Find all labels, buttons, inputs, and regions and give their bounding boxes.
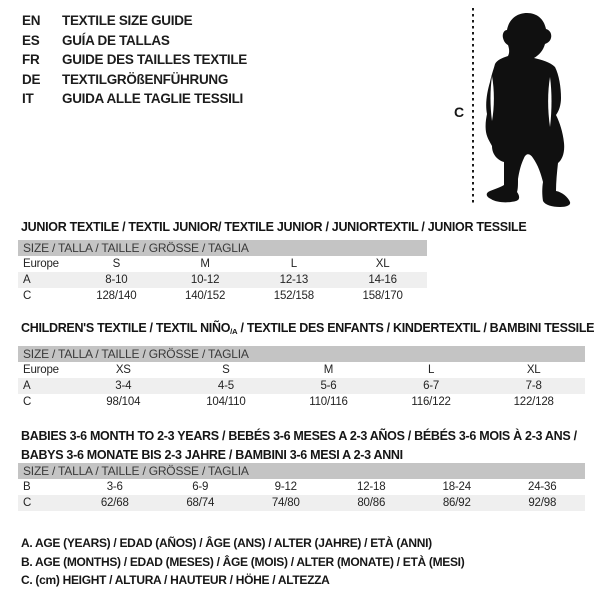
row-value: M [200, 258, 210, 270]
language-row: DE TEXTILGRÖßENFÜHRUNG [22, 70, 247, 90]
title-segment: BABIES 3-6 MONTH TO 2-3 YEARS / BEBÉS 3-… [21, 429, 577, 443]
size-header-bar: SIZE / TALLA / TAILLE / GRÖSSE / TAGLIA [18, 240, 427, 256]
row-label: A [23, 274, 31, 286]
row-value: M [323, 364, 334, 376]
junior-table-title: JUNIOR TEXTILE / TEXTIL JUNIOR/ TEXTILE … [21, 218, 527, 237]
row-value: 140/152 [185, 290, 226, 302]
language-guide-title: GUÍA DE TALLAS [62, 32, 170, 48]
language-row: IT GUIDA ALLE TAGLIE TESSILI [22, 89, 247, 109]
row-value: 3-4 [115, 380, 132, 392]
toddler-silhouette-icon [485, 13, 571, 207]
babies-table-title: BABIES 3-6 MONTH TO 2-3 YEARS / BEBÉS 3-… [21, 427, 577, 464]
table-title-line: JUNIOR TEXTILE / TEXTIL JUNIOR/ TEXTILE … [21, 218, 527, 237]
table-row: B 3-6 6-9 9-12 12-18 18-24 24-36 [18, 479, 585, 495]
row-value: 104/110 [206, 396, 246, 408]
row-label: C [23, 396, 32, 408]
row-value: 80/86 [357, 497, 386, 509]
legend-line: B. AGE (MONTHS) / EDAD (MESES) / ÂGE (MO… [21, 554, 465, 569]
language-code: EN [22, 13, 41, 28]
row-value: 86/92 [442, 497, 471, 509]
language-title-list: EN TEXTILE SIZE GUIDE ES GUÍA DE TALLAS FR GU… [22, 11, 247, 109]
row-value: S [112, 258, 121, 270]
language-guide-title: TEXTILGRÖßENFÜHRUNG [62, 71, 229, 87]
row-value: 9-12 [274, 481, 297, 493]
language-code: DE [22, 71, 41, 87]
row-value: 8-10 [105, 274, 128, 286]
row-value: 18-24 [442, 481, 472, 493]
title-segment: JUNIOR TEXTILE / TEXTIL JUNIOR/ TEXTILE … [21, 220, 527, 234]
row-value: 5-6 [320, 380, 337, 392]
language-guide-title: TEXTILE SIZE GUIDE [62, 13, 193, 28]
row-value: S [222, 364, 230, 376]
language-row: FR GUIDE DES TAILLES TEXTILE [22, 50, 247, 70]
size-header-bar: SIZE / TALLA / TAILLE / GRÖSSE / TAGLIA [18, 346, 585, 362]
table-title-line: BABIES 3-6 MONTH TO 2-3 YEARS / BEBÉS 3-… [21, 427, 577, 446]
row-value: L [427, 364, 435, 376]
row-value: 158/170 [362, 290, 403, 302]
toddler-height-figure: C [454, 8, 571, 207]
table-row: A 8-10 10-12 12-13 14-16 [18, 272, 427, 288]
language-guide-title: GUIDE DES TAILLES TEXTILE [62, 52, 248, 67]
table-title-line: CHILDREN'S TEXTILE / TEXTIL NIÑO/A / TEX… [21, 319, 595, 341]
height-label-c: C [454, 104, 464, 120]
row-value: 92/98 [528, 497, 557, 509]
table-title-line: BABYS 3-6 MONATE BIS 2-3 JAHRE / BAMBINI… [21, 446, 577, 465]
language-row: ES GUÍA DE TALLAS [22, 31, 247, 51]
table-row: C 98/104 104/110 110/116 116/122 122/128 [18, 394, 585, 410]
language-row: EN TEXTILE SIZE GUIDE [22, 11, 247, 31]
junior-size-table: SIZE / TALLA / TAILLE / GRÖSSE / TAGLIA E… [18, 240, 427, 304]
row-label: C [23, 290, 32, 302]
row-value: 12-13 [279, 274, 309, 286]
table-row: C 62/68 68/74 74/80 80/86 86/92 92/98 [18, 495, 585, 511]
row-value: 122/128 [513, 396, 554, 408]
row-value: 10-12 [190, 274, 220, 286]
title-segment: /A [230, 326, 238, 336]
row-value: 152/158 [273, 290, 314, 302]
legend-line: A. AGE (YEARS) / EDAD (AÑOS) / ÂGE (ANS)… [21, 536, 432, 550]
title-segment: CHILDREN'S TEXTILE / TEXTIL NIÑO [21, 321, 231, 335]
title-segment: BABYS 3-6 MONATE BIS 2-3 JAHRE / BAMBINI… [21, 447, 403, 462]
row-value: 6-9 [192, 481, 209, 493]
row-label: B [23, 481, 31, 493]
row-label: Europe [23, 364, 59, 376]
row-value: 68/74 [186, 497, 215, 509]
row-label: C [23, 497, 32, 509]
legend-line: C. (cm) HEIGHT / ALTURA / HAUTEUR / HÖHE… [21, 573, 330, 587]
row-value: 24-36 [528, 481, 557, 493]
row-value: 7-8 [525, 380, 542, 392]
children-table-title: CHILDREN'S TEXTILE / TEXTIL NIÑO/A / TEX… [21, 319, 595, 341]
row-value: 128/140 [96, 290, 137, 302]
measure-legend: A. AGE (YEARS) / EDAD (AÑOS) / ÂGE (ANS)… [21, 534, 465, 590]
row-label: Europe [23, 258, 59, 270]
table-row: Europe XS S M L XL [18, 362, 585, 378]
table-row: A 3-4 4-5 5-6 6-7 7-8 [18, 378, 585, 394]
children-size-table: SIZE / TALLA / TAILLE / GRÖSSE / TAGLIA E… [18, 346, 585, 410]
language-code: FR [22, 52, 40, 67]
row-label: A [23, 380, 31, 392]
table-row: Europe S M L XL [18, 256, 427, 272]
row-value: 6-7 [423, 380, 440, 392]
row-value: 116/122 [411, 396, 451, 408]
row-value: 62/68 [100, 497, 129, 509]
row-value: 14-16 [368, 274, 397, 286]
language-code: IT [22, 91, 34, 106]
row-value: XL [526, 364, 541, 376]
babies-size-table: SIZE / TALLA / TAILLE / GRÖSSE / TAGLIA B… [18, 463, 585, 511]
row-value: XS [115, 364, 131, 376]
title-segment: / TEXTILE DES ENFANTS / KINDERTEXTIL / B… [237, 321, 595, 335]
row-value: 110/116 [309, 396, 348, 408]
row-value: XL [375, 258, 390, 270]
row-value: 12-18 [357, 481, 386, 493]
language-guide-title: GUIDA ALLE TAGLIE TESSILI [62, 91, 243, 106]
table-row: C 128/140 140/152 152/158 158/170 [18, 288, 427, 304]
row-value: 3-6 [106, 481, 123, 493]
language-code: ES [22, 32, 40, 48]
row-value: L [290, 258, 297, 270]
row-value: 4-5 [217, 380, 234, 392]
row-value: 98/104 [106, 396, 141, 408]
row-value: 74/80 [271, 497, 300, 509]
size-header-bar: SIZE / TALLA / TAILLE / GRÖSSE / TAGLIA [18, 463, 585, 479]
